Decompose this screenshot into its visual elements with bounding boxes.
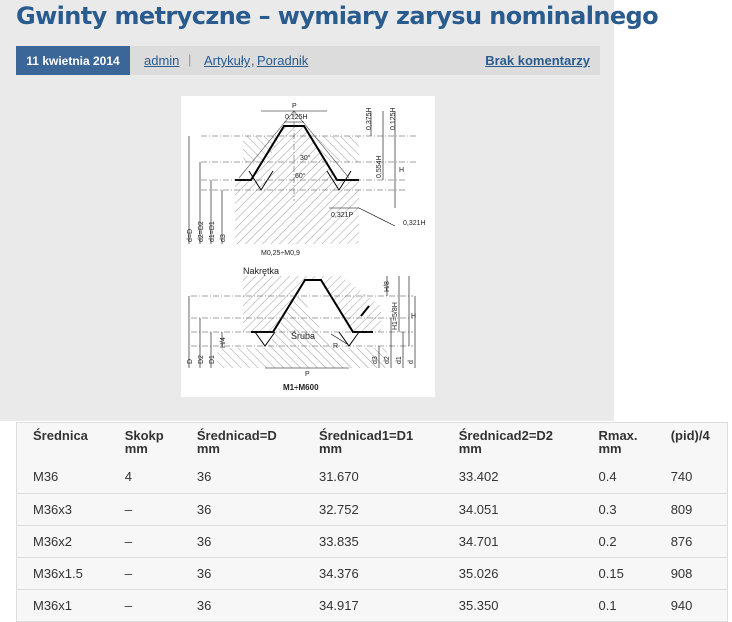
table-cell: – <box>108 589 181 622</box>
table-cell: 34.051 <box>442 493 583 526</box>
label-d2-bottom: d2 <box>384 356 391 364</box>
table-cell: M36x3 <box>16 493 109 526</box>
table-cell: 36 <box>196 468 212 484</box>
author-link[interactable]: admin <box>144 53 180 68</box>
thread-dimensions-table: Średnica Skokp mm Średnicad=D mm Średnicad… <box>16 422 728 622</box>
table-cell: M36 <box>33 468 59 484</box>
label-screw: Śruba <box>291 330 315 341</box>
label-d-bottom: d <box>408 360 415 364</box>
category-link-guide[interactable]: Poradnik <box>257 53 309 68</box>
label-D2: D2 <box>198 355 205 364</box>
table-cell: M36x1.5 <box>16 557 109 590</box>
table-cell: 31.670 <box>318 468 359 484</box>
label-0554h: 0,554H <box>376 155 383 178</box>
label-r: R <box>333 343 338 350</box>
table-cell: 940 <box>654 589 728 622</box>
table-cell: 809 <box>654 493 728 526</box>
table-row: M36x3 – 36 32.752 34.051 0.3 809 <box>16 493 728 526</box>
table-row: M36x2 – 36 33.835 34.701 0.2 876 <box>16 525 728 558</box>
label-h8: H/8 <box>384 281 391 292</box>
label-D: D <box>187 359 194 364</box>
figure-caption: M1÷M600 <box>283 383 319 392</box>
label-d3-bottom: d3 <box>372 356 379 364</box>
table-cell: 34.701 <box>442 525 583 558</box>
table-cell: – <box>108 493 181 526</box>
table-cell: 36 <box>180 493 303 526</box>
header-pitch: Skokp mm <box>124 428 164 456</box>
label-h-top: H <box>399 167 404 174</box>
label-d3: d3 <box>220 234 227 242</box>
header-pid4: (pid)/4 <box>670 428 710 443</box>
table-header-row: Średnica Skokp mm Średnicad=D mm Średnicad… <box>17 423 728 460</box>
label-h1: H1=5/8H <box>392 302 399 330</box>
table-cell: 0.1 <box>582 589 655 622</box>
table-cell: 35.026 <box>442 557 583 590</box>
table-cell: 32.752 <box>302 493 443 526</box>
table-cell: 36 <box>180 525 303 558</box>
meta-separator: | <box>188 52 192 67</box>
table-cell: – <box>108 557 181 590</box>
label-p-top: P <box>292 103 297 110</box>
table-cell: – <box>108 525 181 558</box>
table-cell: 34.917 <box>302 589 443 622</box>
bottom-thread-drawing: Nakrętka Śruba H/8 H1=5/8H H H/4 R P D D… <box>187 266 416 392</box>
label-nut: Nakrętka <box>243 266 279 276</box>
table-cell: M36x2 <box>16 525 109 558</box>
table-cell: 35.350 <box>442 589 583 622</box>
table-cell: 4 <box>124 468 132 484</box>
label-D1: D1 <box>209 355 216 364</box>
label-0321h: 0,321H <box>403 220 426 227</box>
table-cell: 876 <box>654 525 728 558</box>
label-tolerance: M0,25÷M0,9 <box>261 250 300 257</box>
table-cell: 36 <box>180 557 303 590</box>
header-rmax: Rmax. mm <box>598 428 638 456</box>
post-meta-bar: 11 kwietnia 2014 admin | Artykuły , Pora… <box>16 46 600 75</box>
header-minor-diameter: Średnicad1=D1 mm <box>318 428 414 456</box>
table-cell: 740 <box>670 468 693 484</box>
label-d1-eq-D1: d1=D1 <box>209 221 216 242</box>
table-cell: 908 <box>654 557 728 590</box>
category-link-articles[interactable]: Artykuły <box>204 53 251 68</box>
table-row: M36x1 – 36 34.917 35.350 0.1 940 <box>16 589 728 622</box>
table-cell: 0.15 <box>582 557 655 590</box>
label-p-bottom: P <box>305 371 310 378</box>
label-60-deg: 60° <box>295 172 306 180</box>
table-row: M36 4 36 31.670 33.402 0.4 740 <box>17 459 728 494</box>
label-0125h-side: 0,125H <box>390 107 397 130</box>
table-cell: 0.4 <box>598 468 617 484</box>
label-d1-bottom: d1 <box>396 356 403 364</box>
label-30-deg: 30° <box>300 154 311 162</box>
label-0321p: 0,321P <box>331 212 354 219</box>
label-h-bottom: H <box>411 313 416 320</box>
table-cell: 36 <box>180 589 303 622</box>
comments-link[interactable]: Brak komentarzy <box>485 53 590 68</box>
post-date: 11 kwietnia 2014 <box>16 46 130 75</box>
header-diameter: Średnica <box>33 428 88 443</box>
top-thread-drawing: P 0,125H 0,375H 0,125H 0,554H H 30° 60° … <box>187 103 426 257</box>
label-0125h-top: 0,125H <box>285 114 308 121</box>
label-d2-eq-D2: d2=D2 <box>198 221 205 242</box>
table-cell: 0.2 <box>582 525 655 558</box>
table-cell: 33.835 <box>302 525 443 558</box>
table-cell: M36x1 <box>16 589 109 622</box>
table-cell: 34.376 <box>302 557 443 590</box>
label-0375h: 0,375H <box>366 107 373 130</box>
thread-profile-diagram: P 0,125H 0,375H 0,125H 0,554H H 30° 60° … <box>181 96 435 397</box>
post-title: Gwinty metryczne – wymiary zarysu nomina… <box>16 2 659 30</box>
table-row: M36x1.5 – 36 34.376 35.026 0.15 908 <box>16 557 728 590</box>
label-h4: H/4 <box>220 337 227 348</box>
header-major-diameter: Średnicad=D mm <box>196 428 277 456</box>
table-cell: 0.3 <box>582 493 655 526</box>
table-cell: 33.402 <box>458 468 499 484</box>
header-pitch-diameter: Średnicad2=D2 mm <box>458 428 554 456</box>
label-d-eq-D: d=D <box>187 229 194 242</box>
category-separator: , <box>251 53 255 68</box>
